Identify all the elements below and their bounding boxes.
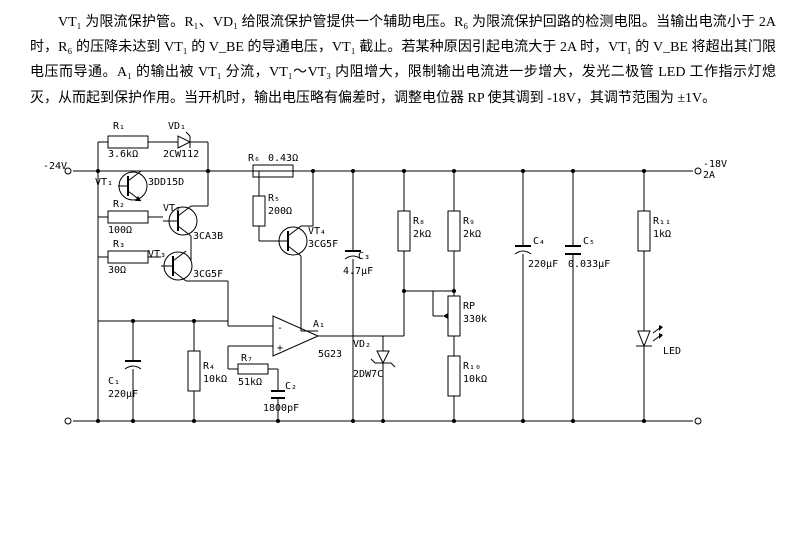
svg-text:-: - — [277, 323, 283, 334]
label-c2-val: 1800pF — [263, 403, 299, 414]
svg-text:+: + — [277, 343, 283, 354]
label-a1: A₁ — [313, 319, 325, 330]
label-c3: C₃ — [358, 251, 370, 262]
label-rp-val: 330k — [463, 314, 487, 325]
label-c1: C₁ — [108, 376, 120, 387]
label-vt1: VT₁ — [95, 177, 113, 188]
label-vd1: VD₁ — [168, 121, 186, 132]
label-r1-val: 3.6kΩ — [108, 149, 138, 160]
label-vt3-val: 3CG5F — [193, 269, 223, 280]
label-r11: R₁₁ — [653, 216, 671, 227]
label-r7-val: 51kΩ — [238, 377, 262, 388]
label-supply-in: -24V — [43, 161, 67, 172]
label-r5: R₅ — [268, 193, 280, 204]
label-r10: R₁₀ — [463, 361, 481, 372]
label-vt4: VT₄ — [308, 226, 326, 237]
paragraph-text: VT₁ 为限流保护管。R₁、VD₁ 给限流保护管提供一个辅助电压。R₆ 为限流保… — [0, 0, 806, 116]
label-r8: R₈ — [413, 216, 425, 227]
label-r9-val: 2kΩ — [463, 229, 481, 240]
label-r3-val: 30Ω — [108, 265, 126, 276]
circuit-svg: - + — [53, 121, 753, 471]
label-led: LED — [663, 346, 681, 357]
label-vd2-val: 2DW7C — [353, 369, 383, 380]
label-r4-val: 10kΩ — [203, 374, 227, 385]
label-r6-val: 0.43Ω — [268, 153, 298, 164]
label-vt2-val: 3CA3B — [193, 231, 223, 242]
label-r1: R₁ — [113, 121, 125, 132]
circuit-diagram: - + — [53, 121, 753, 471]
label-r10-val: 10kΩ — [463, 374, 487, 385]
label-r5-val: 200Ω — [268, 206, 292, 217]
label-r3: R₃ — [113, 239, 125, 250]
label-rp: RP — [463, 301, 475, 312]
label-c2: C₂ — [285, 381, 297, 392]
label-c1-val: 220μF — [108, 389, 138, 400]
label-vt4-val: 3CG5F — [308, 239, 338, 250]
label-r8-val: 2kΩ — [413, 229, 431, 240]
label-r2-val: 100Ω — [108, 225, 132, 236]
label-r9: R₉ — [463, 216, 475, 227]
label-r7: R₇ — [241, 353, 253, 364]
label-vd1-val: 2CW112 — [163, 149, 199, 160]
label-supply-out: -18V 2A — [703, 159, 727, 181]
label-vt3: VT₃ — [148, 249, 166, 260]
label-vd2: VD₂ — [353, 339, 371, 350]
label-r6: R₆ — [248, 153, 260, 164]
label-vt1-val: 3DD15D — [148, 177, 184, 188]
label-r2: R₂ — [113, 199, 125, 210]
label-c5: C₅ — [583, 236, 595, 247]
label-c4-val: 220μF — [528, 259, 558, 270]
label-r11-val: 1kΩ — [653, 229, 671, 240]
label-c3-val: 4.7μF — [343, 266, 373, 277]
label-vt2: VT₂ — [163, 203, 181, 214]
label-c4: C₄ — [533, 236, 545, 247]
label-r4: R₄ — [203, 361, 215, 372]
label-a1-val: 5G23 — [318, 349, 342, 360]
label-c5-val: 0.033μF — [568, 259, 610, 270]
